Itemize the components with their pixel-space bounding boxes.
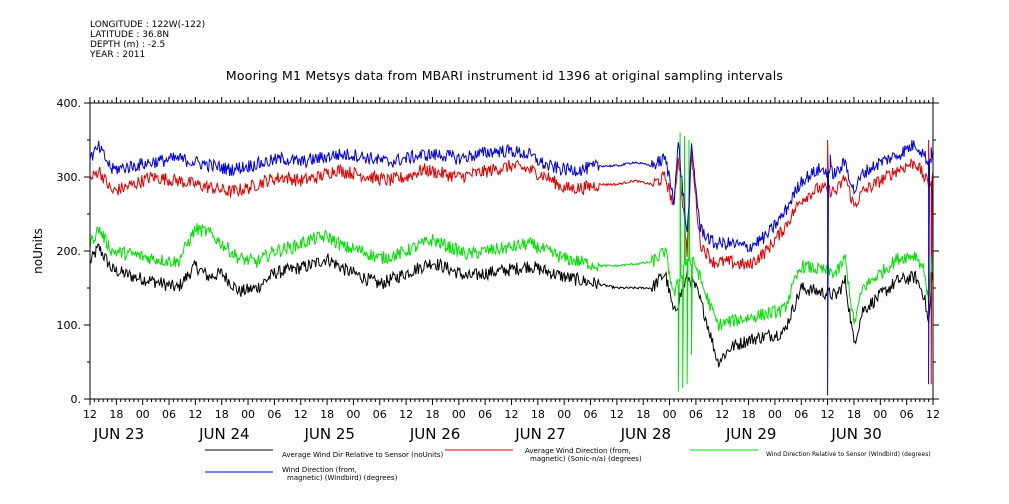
x-tick-label: 06 xyxy=(267,408,281,421)
depth-text: DEPTH (m) : -2.5 xyxy=(90,40,166,50)
y-tick-label: 0. xyxy=(71,393,82,406)
x-tick-label: 06 xyxy=(689,408,703,421)
longitude-text: LONGITUDE : 122W(-122) xyxy=(90,20,206,30)
day-label: JUN 23 xyxy=(93,425,144,443)
series-line-0 xyxy=(89,243,934,368)
x-tick-label: 00 xyxy=(452,408,466,421)
x-tick-label: 18 xyxy=(320,408,334,421)
y-tick-label: 400. xyxy=(57,97,82,110)
day-label: JUN 29 xyxy=(725,425,776,443)
x-tick-label: 12 xyxy=(505,408,519,421)
x-tick-label: 00 xyxy=(663,408,677,421)
day-label: JUN 30 xyxy=(830,425,881,443)
x-tick-label: 00 xyxy=(768,408,782,421)
series-line-2 xyxy=(89,132,934,392)
x-tick-label: 06 xyxy=(373,408,387,421)
series-line-3 xyxy=(89,139,934,396)
legend-label-red-1: Average Wind Direction (from, xyxy=(525,447,631,455)
x-tick-label: 06 xyxy=(162,408,176,421)
x-tick-label: 12 xyxy=(821,408,835,421)
legend-label-red-2: magnetic) (Sonic-n/a) (degrees) xyxy=(530,455,642,463)
latitude-text: LATITUDE : 36.8N xyxy=(90,30,170,40)
x-tick-label: 12 xyxy=(188,408,202,421)
x-tick-label: 12 xyxy=(399,408,413,421)
x-tick-label: 12 xyxy=(294,408,308,421)
x-tick-label: 00 xyxy=(346,408,360,421)
y-axis-label: noUnits xyxy=(31,228,45,274)
legend-swatch-green xyxy=(690,449,758,451)
x-tick-label: 06 xyxy=(900,408,914,421)
legend-swatch-red xyxy=(445,449,513,451)
legend-label-green: Wind Direction Relative to Sensor (Windb… xyxy=(766,451,931,458)
chart-title: Mooring M1 Metsys data from MBARI instru… xyxy=(225,68,784,83)
x-tick-label: 06 xyxy=(478,408,492,421)
y-tick-label: 300. xyxy=(57,171,82,184)
day-label: JUN 25 xyxy=(304,425,355,443)
day-label: JUN 28 xyxy=(620,425,671,443)
x-tick-label: 18 xyxy=(742,408,756,421)
x-tick-label: 18 xyxy=(636,408,650,421)
series-line-1 xyxy=(89,139,934,385)
x-tick-label: 12 xyxy=(715,408,729,421)
x-tick-label: 12 xyxy=(83,408,97,421)
x-tick-label: 00 xyxy=(241,408,255,421)
y-tick-label: 200. xyxy=(57,245,82,258)
legend-label-blue-1: Wind Direction (from, xyxy=(282,466,357,474)
legend-label-black: Average Wind Dir Relative to Sensor (noU… xyxy=(282,451,444,459)
x-tick-label: 12 xyxy=(926,408,940,421)
x-tick-label: 00 xyxy=(873,408,887,421)
year-text: YEAR : 2011 xyxy=(90,50,146,60)
x-tick-label: 18 xyxy=(531,408,545,421)
legend-label-blue-2: magnetic) (Windbird) (degrees) xyxy=(287,474,398,482)
x-tick-label: 06 xyxy=(794,408,808,421)
x-tick-label: 12 xyxy=(610,408,624,421)
legend-swatch-blue xyxy=(205,471,273,473)
legend-swatch-black xyxy=(205,449,273,451)
x-tick-label: 00 xyxy=(136,408,150,421)
x-tick-label: 06 xyxy=(584,408,598,421)
x-tick-label: 18 xyxy=(425,408,439,421)
day-label: JUN 26 xyxy=(409,425,460,443)
x-tick-label: 18 xyxy=(847,408,861,421)
day-label: JUN 24 xyxy=(198,425,249,443)
x-tick-label: 18 xyxy=(215,408,229,421)
metadata-block: LONGITUDE : 122W(-122) LATITUDE : 36.8N … xyxy=(90,20,205,60)
x-tick-label: 00 xyxy=(557,408,571,421)
day-label: JUN 27 xyxy=(514,425,565,443)
x-tick-label: 18 xyxy=(109,408,123,421)
y-tick-label: 100. xyxy=(57,319,82,332)
